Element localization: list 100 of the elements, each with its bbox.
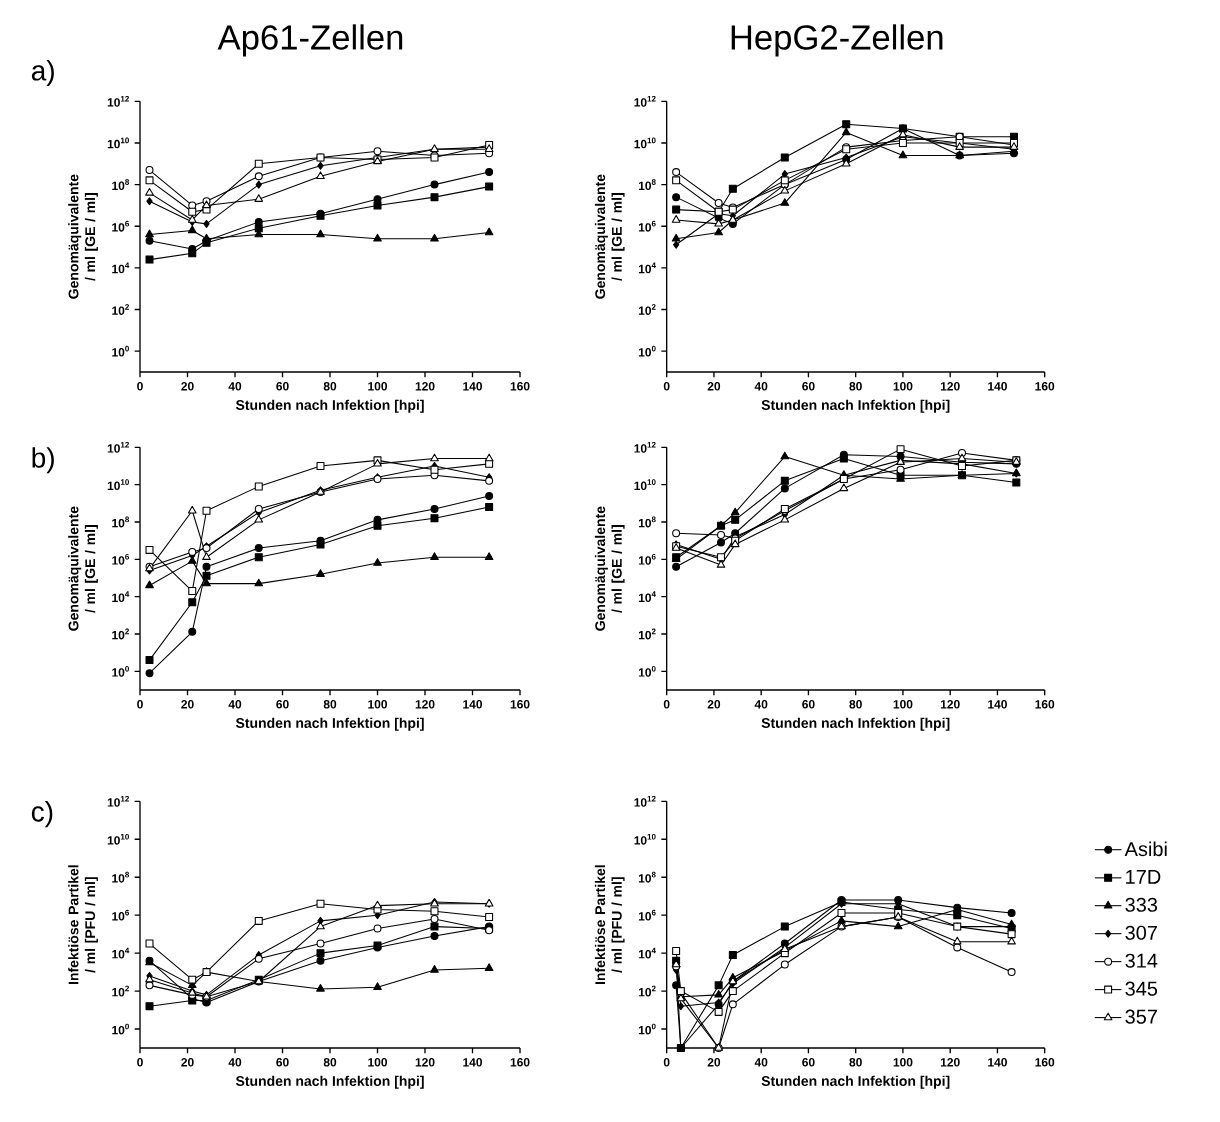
y-tick-label: 10$^{10}$ (107, 833, 129, 845)
y-tick-label: 10$^{0}$ (638, 1023, 656, 1035)
x-tick-label: 20 (707, 1058, 721, 1067)
y-tick-label: 10$^{4}$ (112, 947, 130, 959)
y-tick-label: 10$^{4}$ (638, 262, 656, 274)
x-tick-label: 100 (893, 700, 913, 709)
x-tick-label: 160 (510, 382, 530, 391)
x-tick-label: 140 (988, 1058, 1007, 1067)
x-tick-label: 20 (707, 700, 721, 709)
x-axis-title: Stunden nach Infektion [hpi] (235, 399, 424, 413)
x-tick-label: 100 (893, 382, 913, 391)
x-tick-label: 160 (510, 700, 530, 709)
x-tick-label: 20 (707, 382, 721, 391)
y-axis-title: Genomäquivalente / ml [GE / ml] (594, 506, 625, 631)
legend-label: 357 (1125, 1009, 1157, 1024)
x-axis-title: Stunden nach Infektion [hpi] (761, 717, 950, 731)
x-tick-label: 160 (1035, 1058, 1055, 1067)
x-axis-title: Stunden nach Infektion [hpi] (761, 1075, 950, 1089)
y-tick-label: 10$^{0}$ (112, 345, 129, 357)
x-tick-label: 120 (940, 382, 960, 391)
y-tick-label: 10$^{8}$ (112, 516, 130, 528)
y-tick-label: 10$^{10}$ (107, 137, 129, 149)
x-tick-label: 140 (988, 700, 1007, 709)
x-tick-label: 0 (663, 700, 670, 709)
x-tick-label: 120 (940, 700, 960, 709)
y-axis-title: Infektiöse Partikel / ml [PFU / ml] (68, 865, 98, 985)
y-tick-label: 10$^{8}$ (112, 179, 130, 191)
y-tick-label: 10$^{0}$ (112, 665, 129, 677)
x-tick-label: 120 (940, 1058, 960, 1067)
x-tick-label: 160 (1035, 382, 1055, 391)
y-tick-label: 10$^{10}$ (107, 479, 129, 491)
y-tick-label: 10$^{12}$ (634, 795, 656, 807)
x-tick-label: 60 (802, 382, 815, 391)
text: c) (31, 801, 53, 828)
y-axis-title: Infektiöse Partikel / ml [PFU / ml] (594, 865, 625, 985)
x-tick-label: 160 (510, 1058, 530, 1067)
x-tick-label: 140 (463, 700, 483, 709)
x-tick-label: 160 (1035, 700, 1055, 709)
x-tick-label: 120 (415, 1058, 435, 1067)
x-tick-label: 60 (276, 1058, 289, 1067)
y-tick-label: 10$^{6}$ (112, 553, 129, 565)
y-tick-label: 10$^{4}$ (112, 591, 130, 603)
x-tick-label: 80 (849, 382, 862, 391)
y-tick-label: 10$^{2}$ (112, 304, 129, 315)
text: a) (31, 60, 54, 87)
x-tick-label: 60 (802, 700, 815, 709)
x-tick-label: 140 (463, 382, 483, 391)
x-tick-label: 20 (181, 382, 194, 391)
legend-label: 345 (1125, 981, 1158, 996)
chart-title: HepG2-Zellen (731, 24, 943, 57)
x-tick-label: 140 (988, 382, 1007, 391)
y-tick-label: 10$^{0}$ (638, 665, 656, 677)
text: b) (32, 447, 54, 474)
y-tick-label: 10$^{10}$ (634, 833, 656, 845)
x-tick-label: 120 (415, 700, 435, 709)
x-tick-label: 0 (137, 1058, 143, 1067)
y-axis-title: Genomäquivalente / ml [GE / ml] (68, 174, 98, 299)
x-tick-label: 20 (181, 700, 194, 709)
x-tick-label: 120 (415, 382, 435, 391)
x-tick-label: 20 (181, 1058, 194, 1067)
y-tick-label: 10$^{8}$ (638, 871, 656, 883)
y-tick-label: 10$^{2}$ (112, 628, 129, 640)
x-tick-label: 40 (228, 382, 242, 391)
x-tick-label: 60 (802, 1058, 815, 1067)
x-tick-label: 140 (463, 1058, 483, 1067)
y-tick-label: 10$^{8}$ (638, 179, 656, 191)
x-axis-title: Stunden nach Infektion [hpi] (235, 717, 424, 731)
x-axis-title: Stunden nach Infektion [hpi] (235, 1075, 424, 1089)
y-tick-label: 10$^{6}$ (112, 909, 129, 921)
y-tick-label: 10$^{4}$ (638, 591, 656, 603)
y-tick-label: 10$^{12}$ (634, 441, 656, 453)
x-tick-label: 40 (754, 700, 768, 709)
y-axis-title: Genomäquivalente / ml [GE / ml] (594, 174, 625, 299)
y-tick-label: 10$^{6}$ (638, 220, 656, 232)
x-tick-label: 80 (849, 1058, 862, 1067)
legend-label: 314 (1125, 953, 1158, 968)
x-tick-label: 80 (323, 382, 337, 391)
y-tick-label: 10$^{8}$ (638, 516, 656, 528)
y-tick-label: 10$^{8}$ (112, 871, 130, 883)
x-tick-label: 80 (323, 700, 337, 709)
y-tick-label: 10$^{12}$ (107, 95, 129, 107)
x-tick-label: 80 (849, 700, 862, 709)
y-tick-label: 10$^{12}$ (107, 795, 129, 807)
x-tick-label: 0 (663, 1058, 670, 1067)
legend-label: 17D (1126, 869, 1161, 884)
y-tick-label: 10$^{0}$ (112, 1023, 129, 1035)
y-tick-label: 10$^{6}$ (112, 220, 129, 232)
x-tick-label: 60 (276, 382, 289, 391)
y-tick-label: 10$^{4}$ (112, 262, 130, 274)
x-tick-label: 100 (893, 1058, 913, 1067)
x-tick-label: 0 (137, 700, 143, 709)
x-tick-label: 40 (754, 382, 768, 391)
x-tick-label: 0 (663, 382, 670, 391)
y-tick-label: 10$^{12}$ (107, 441, 129, 453)
y-tick-label: 10$^{6}$ (638, 909, 656, 921)
y-tick-label: 10$^{2}$ (638, 985, 656, 997)
y-tick-label: 10$^{12}$ (634, 95, 656, 107)
y-tick-label: 10$^{4}$ (638, 947, 656, 959)
x-tick-label: 100 (368, 700, 388, 709)
legend-label: 307 (1125, 925, 1157, 940)
